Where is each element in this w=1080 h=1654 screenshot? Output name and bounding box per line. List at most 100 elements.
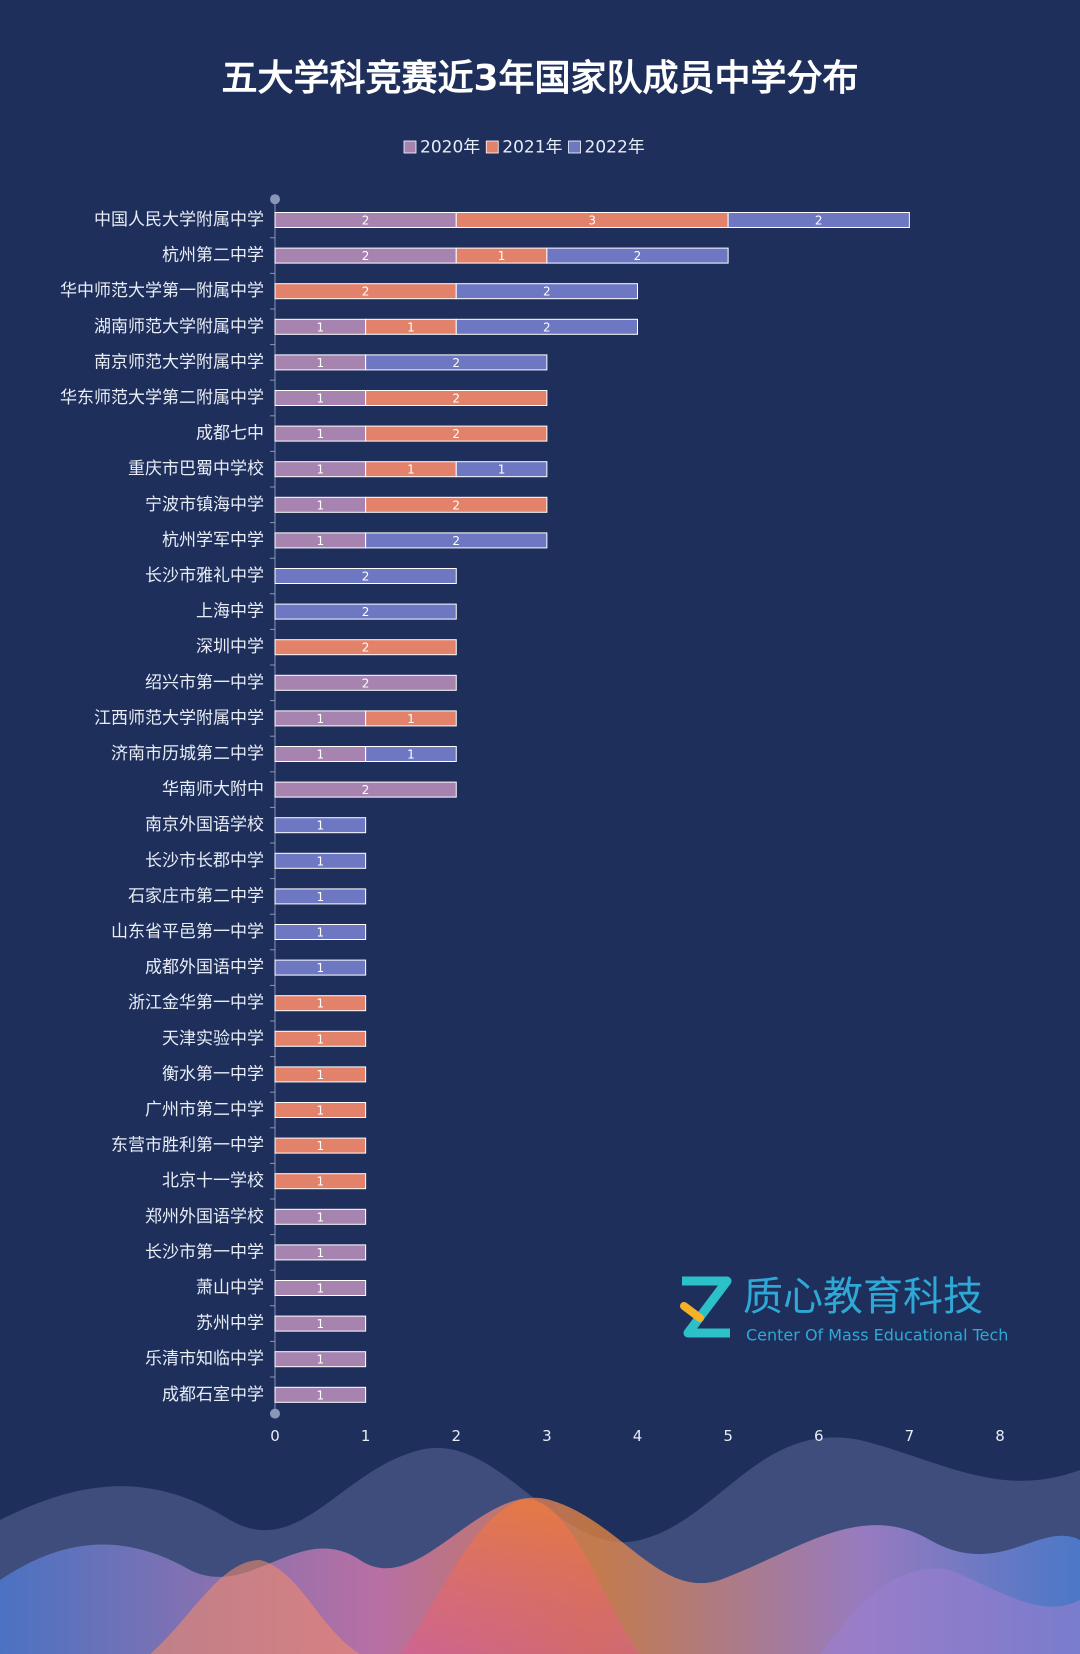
bar-segment xyxy=(274,1066,367,1083)
y-tick-label: 华南师大附中 xyxy=(162,780,264,800)
bar-segment xyxy=(274,852,367,869)
y-tick-label: 东营市胜利第一中学 xyxy=(111,1136,264,1156)
bar-segment xyxy=(274,603,457,620)
bar-segment xyxy=(727,212,910,228)
bar-segment xyxy=(274,924,367,940)
y-tick-label: 乐清市知临中学 xyxy=(145,1349,264,1369)
legend-swatch xyxy=(403,140,417,154)
data-label: 1 xyxy=(316,712,324,726)
data-label: 1 xyxy=(407,748,415,762)
y-tick-label: 华中师范大学第一附属中学 xyxy=(60,281,264,301)
y-tick-label: 杭州学军中学 xyxy=(162,530,264,550)
y-tick-label: 衡水第一中学 xyxy=(162,1064,264,1084)
y-tick-label: 浙江金华第一中学 xyxy=(128,993,264,1013)
data-label: 1 xyxy=(316,1175,324,1189)
x-tick-label: 0 xyxy=(270,1427,280,1445)
bar-segment xyxy=(274,1030,367,1047)
bar-segment xyxy=(365,390,548,406)
y-tick-label: 天津实验中学 xyxy=(162,1029,264,1049)
bar-segment xyxy=(274,639,457,656)
legend-swatch xyxy=(568,140,581,154)
bar-segment xyxy=(365,496,548,513)
y-tick-label: 南京外国语学校 xyxy=(145,815,264,835)
y-tick-label: 江西师范大学附属中学 xyxy=(94,708,264,728)
bar-segment xyxy=(274,1208,367,1225)
data-label: 1 xyxy=(316,819,324,833)
data-label: 2 xyxy=(362,214,370,228)
bar-segment xyxy=(274,781,457,798)
data-label: 1 xyxy=(316,1139,324,1153)
data-label: 1 xyxy=(316,1246,324,1260)
legend-swatch xyxy=(485,140,499,154)
data-label: 2 xyxy=(362,605,370,619)
bar-segment xyxy=(365,710,457,727)
data-label: 1 xyxy=(316,463,324,477)
x-tick-label: 1 xyxy=(361,1427,371,1445)
data-label: 2 xyxy=(452,498,460,512)
y-tick-label: 长沙市雅礼中学 xyxy=(145,566,264,586)
y-tick-label: 重庆市巴蜀中学校 xyxy=(128,459,264,479)
watermark-subtitle: Center Of Mass Educational Tech xyxy=(746,1326,1008,1345)
data-label: 1 xyxy=(407,463,415,477)
y-tick-label: 苏州中学 xyxy=(196,1314,264,1334)
y-tick-label: 宁波市镇海中学 xyxy=(145,495,264,515)
bar-segment xyxy=(455,461,548,478)
y-tick-label: 华东师范大学第二附属中学 xyxy=(60,388,264,408)
bar-segment xyxy=(274,1315,367,1332)
x-tick-label: 8 xyxy=(995,1427,1005,1445)
y-tick-label: 南京师范大学附属中学 xyxy=(94,352,264,372)
y-tick-label: 中国人民大学附属中学 xyxy=(94,210,264,230)
bar-segment xyxy=(274,1351,367,1368)
data-label: 1 xyxy=(316,1032,324,1046)
data-label: 2 xyxy=(362,570,370,584)
data-label: 1 xyxy=(498,463,506,477)
data-label: 2 xyxy=(543,285,551,299)
y-tick-label: 长沙市长郡中学 xyxy=(145,851,264,871)
chart-title: 五大学科竞赛近3年国家队成员中学分布 xyxy=(221,57,858,99)
data-label: 1 xyxy=(407,320,415,334)
data-label: 3 xyxy=(588,214,596,228)
x-tick-label: 4 xyxy=(633,1427,643,1445)
data-label: 2 xyxy=(543,320,551,334)
bar-segment xyxy=(274,817,367,834)
data-label: 1 xyxy=(316,320,324,334)
x-tick-label: 5 xyxy=(723,1427,733,1445)
data-label: 1 xyxy=(316,392,324,406)
decorative-waves xyxy=(0,1437,1080,1654)
legend-label: 2022年 xyxy=(585,138,645,158)
bar-segment xyxy=(274,674,457,691)
data-label: 2 xyxy=(815,214,823,228)
bar-segment xyxy=(274,959,367,976)
bar-segment xyxy=(274,1244,367,1261)
bar-segment xyxy=(365,354,548,371)
data-label: 1 xyxy=(316,427,324,441)
y-tick-label: 湖南师范大学附属中学 xyxy=(94,317,264,337)
data-label: 2 xyxy=(452,427,460,441)
bar-segment xyxy=(365,425,548,442)
bar-segment xyxy=(274,1137,367,1154)
watermark-name: 质心教育科技 xyxy=(743,1274,983,1320)
y-tick-label: 上海中学 xyxy=(196,602,264,622)
x-tick-label: 6 xyxy=(814,1427,824,1445)
x-tick-label: 3 xyxy=(542,1427,552,1445)
data-label: 1 xyxy=(316,1317,324,1331)
bar-segment xyxy=(274,1173,367,1190)
data-label: 1 xyxy=(316,356,324,370)
x-tick-label: 7 xyxy=(905,1427,915,1445)
data-label: 1 xyxy=(316,748,324,762)
bar-segment xyxy=(546,247,729,264)
data-label: 2 xyxy=(362,676,370,690)
data-label: 1 xyxy=(498,249,506,263)
bar-segment xyxy=(455,318,638,335)
data-label: 1 xyxy=(316,534,324,548)
data-label: 1 xyxy=(316,961,324,975)
data-label: 2 xyxy=(452,534,460,548)
y-tick-label: 济南市历城第二中学 xyxy=(111,744,264,764)
data-label: 2 xyxy=(452,392,460,406)
x-tick-label: 2 xyxy=(451,1427,461,1445)
data-label: 1 xyxy=(316,1068,324,1082)
y-tick-label: 杭州第二中学 xyxy=(162,246,264,266)
data-label: 1 xyxy=(316,1388,324,1402)
